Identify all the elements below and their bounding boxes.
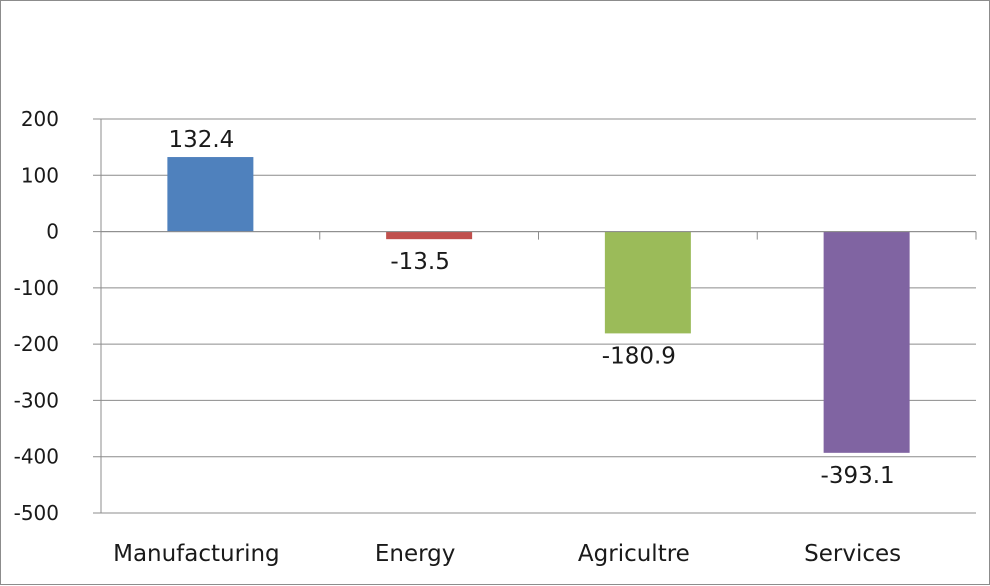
y-tick-label: -400 xyxy=(14,445,59,469)
data-label: -13.5 xyxy=(390,249,450,275)
category-label: Services xyxy=(804,541,901,567)
bar-manufacturing xyxy=(167,157,254,232)
category-labels: Manufacturing Energy Agricultre Services xyxy=(113,541,901,567)
bar-energy xyxy=(386,231,473,240)
bar-services xyxy=(823,231,910,453)
category-label: Agricultre xyxy=(578,541,690,567)
y-axis-tick-labels: 200 100 0 -100 -200 -300 -400 -500 xyxy=(14,107,59,525)
category-label: Energy xyxy=(375,541,456,567)
y-tick-label: -200 xyxy=(14,332,59,356)
data-label: 132.4 xyxy=(168,127,234,153)
y-tick-label: 100 xyxy=(21,163,59,187)
axes xyxy=(100,119,977,513)
bars xyxy=(167,157,910,453)
bar-agricultre xyxy=(604,231,691,334)
y-tick-label: 200 xyxy=(21,107,59,131)
data-label: -180.9 xyxy=(602,343,676,369)
category-label: Manufacturing xyxy=(113,541,280,567)
y-tick-label: -500 xyxy=(14,501,59,525)
y-tick-label: -100 xyxy=(14,276,59,300)
data-label: -393.1 xyxy=(821,463,895,489)
y-tick-label: -300 xyxy=(14,388,59,412)
data-labels: 132.4 -13.5 -180.9 -393.1 xyxy=(168,127,894,489)
y-tick-label: 0 xyxy=(46,220,59,244)
